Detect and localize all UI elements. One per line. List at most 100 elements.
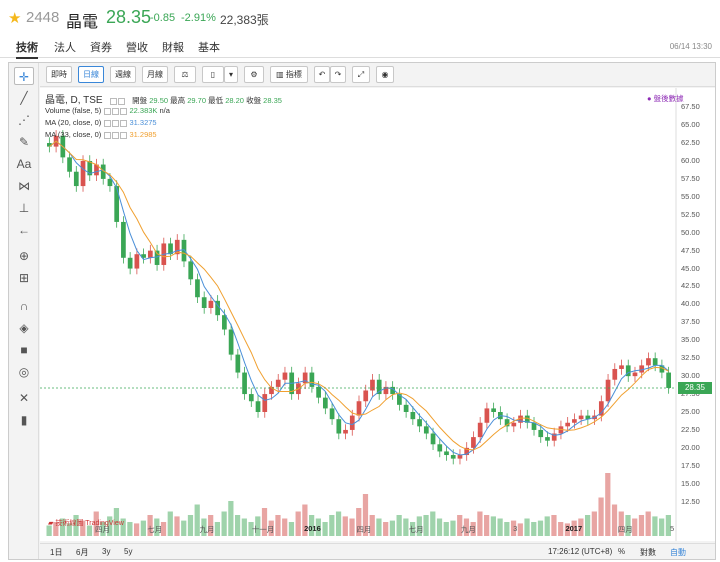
zoom-icon[interactable]: ⊕	[18, 249, 30, 263]
text-icon[interactable]: Aa	[16, 157, 32, 171]
redo-icon[interactable]: ↷	[330, 66, 346, 83]
candle-body	[646, 358, 651, 366]
brush-icon[interactable]: ✎	[18, 135, 30, 149]
tab-technical[interactable]: 技術	[16, 39, 38, 59]
monthly-button[interactable]: 月線	[142, 66, 168, 83]
tradingview-logo[interactable]: ▰ 技術線圖 TradingView	[48, 520, 124, 527]
price-axis-label: 37.50	[681, 317, 700, 327]
tab-financials[interactable]: 財報	[162, 42, 184, 54]
volume-bar	[234, 515, 241, 536]
volume-bar	[362, 494, 369, 536]
volume-bar	[618, 511, 624, 536]
volume-bar	[86, 525, 93, 536]
candle-body	[477, 422, 483, 438]
indicators-button[interactable]: ▥ 指標	[270, 66, 308, 83]
volume-bar	[93, 511, 99, 536]
daily-button[interactable]: 日線	[78, 66, 104, 83]
range-6m[interactable]: 6月	[76, 548, 89, 557]
candle-body	[545, 437, 550, 441]
undo-icon[interactable]: ↶	[314, 66, 330, 83]
candle-type-icon[interactable]: ▯	[202, 66, 224, 83]
volume-bar	[369, 515, 375, 536]
lock-drawing-icon[interactable]: ◈	[19, 321, 29, 335]
gear-icon[interactable]: ⚙	[244, 66, 264, 83]
arrow-icon[interactable]: ←	[18, 223, 30, 237]
main-tabs: 技術 法人 資券 營收 財報 基本 06/14 13:30	[0, 36, 720, 59]
volume-bar	[605, 473, 611, 536]
lock-icon[interactable]: ■	[20, 343, 28, 357]
percent-toggle[interactable]: %	[618, 547, 626, 556]
stock-name: 晶電	[66, 14, 99, 31]
candle-body	[423, 426, 429, 434]
crosshair-icon[interactable]: ✛	[14, 67, 34, 85]
log-toggle[interactable]: 對數	[640, 548, 656, 557]
price-axis-label: 47.50	[681, 245, 700, 255]
volume-bar	[66, 523, 72, 536]
volume-bar	[201, 518, 207, 536]
range-1d[interactable]: 1日	[50, 548, 63, 557]
settings-tools-icon[interactable]: ✕	[18, 391, 30, 405]
magnet-icon[interactable]: ∩	[19, 299, 29, 313]
clock-time: 17:26:12 (UTC+8)	[548, 547, 613, 556]
trash-icon[interactable]: ▮	[20, 413, 28, 427]
volume-bar	[477, 511, 483, 536]
volume-bar	[571, 520, 577, 536]
range-3y[interactable]: 3y	[102, 547, 111, 556]
candle-body	[619, 365, 624, 369]
tab-margin[interactable]: 資券	[90, 42, 112, 54]
volume-bar	[450, 520, 456, 536]
volume-bar	[295, 511, 301, 536]
current-price-tag: 28.35	[678, 381, 712, 394]
camera-icon[interactable]: ◉	[376, 66, 394, 83]
volume-bar	[302, 504, 308, 536]
candle-body	[437, 444, 443, 452]
candle-body	[114, 186, 120, 222]
volume-bar	[107, 516, 113, 536]
after-hours-button[interactable]: ● 盤後數據	[647, 94, 684, 103]
price-axis-label: 50.00	[681, 227, 700, 237]
volume-bar	[275, 515, 281, 536]
volume-bar	[652, 516, 658, 536]
chevron-down-icon[interactable]: ▾	[224, 66, 238, 83]
candle-body	[504, 419, 510, 427]
candle-body	[524, 415, 530, 423]
volume-bar	[309, 515, 315, 536]
chart-legend-main: 晶電, D, TSE 開盤 29.50 最高 29.70 最低 28.20 收盤…	[45, 91, 282, 106]
eye-icon[interactable]: ◎	[18, 365, 30, 379]
candle-body	[376, 379, 382, 395]
price-chart[interactable]: 晶電, D, TSE 開盤 29.50 最高 29.70 最低 28.20 收盤…	[40, 88, 715, 541]
fib-icon[interactable]: ⋰	[18, 113, 30, 127]
auto-toggle[interactable]: 自動	[670, 548, 686, 557]
volume-bar	[524, 518, 530, 536]
candle-body	[397, 394, 402, 405]
candle-body	[269, 386, 274, 395]
price-axis-label: 52.50	[681, 209, 700, 219]
pattern-icon[interactable]: ⋈	[18, 179, 30, 193]
time-axis-label: 2016	[304, 524, 321, 533]
volume-bar	[335, 511, 342, 536]
compare-icon[interactable]: ⚖	[174, 66, 196, 83]
tab-basic[interactable]: 基本	[198, 42, 220, 54]
ruler-icon[interactable]: ⊞	[18, 271, 30, 285]
indicators-label: 指標	[285, 70, 302, 79]
favorite-star-icon[interactable]: ★	[8, 10, 22, 27]
candle-body	[471, 437, 476, 448]
fullscreen-icon[interactable]: ⤢	[352, 66, 370, 83]
close-label: 收盤	[246, 96, 262, 105]
candle-body	[444, 451, 449, 456]
measure-icon[interactable]: ⊥	[18, 201, 30, 215]
tab-institutional[interactable]: 法人	[54, 42, 76, 54]
volume-bar	[80, 520, 86, 536]
range-5y[interactable]: 5y	[124, 547, 133, 556]
tab-revenue[interactable]: 營收	[126, 42, 148, 54]
volume-bar	[409, 522, 416, 536]
volume-bar	[228, 501, 234, 536]
volume-bar	[53, 522, 59, 536]
candle-body	[282, 372, 288, 380]
realtime-button[interactable]: 即時	[46, 66, 72, 83]
candle-body	[430, 433, 436, 445]
trend-line-icon[interactable]: ╱	[20, 91, 28, 105]
ma20-line	[49, 140, 669, 456]
volume-bar	[510, 520, 517, 536]
weekly-button[interactable]: 週線	[110, 66, 136, 83]
